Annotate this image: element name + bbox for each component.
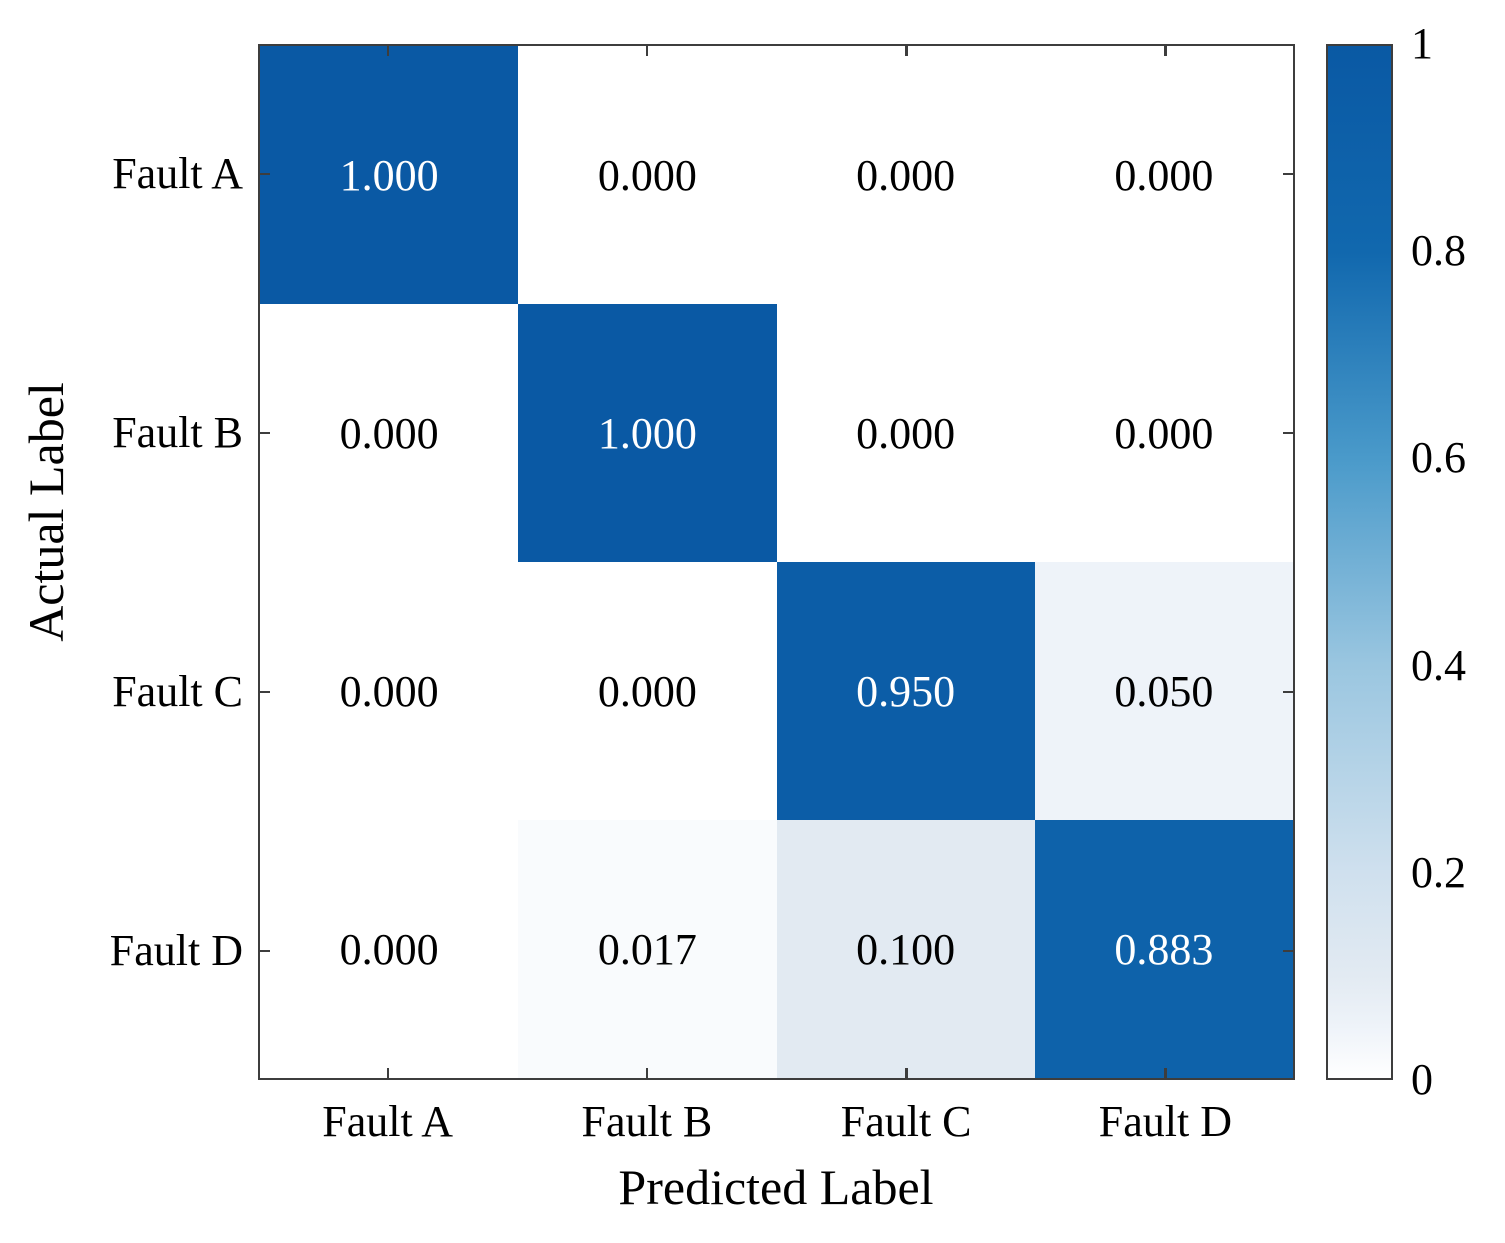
matrix-cell-r0c2: 0.000 — [776, 46, 1035, 304]
cell-value: 0.000 — [339, 924, 439, 974]
y-tick-label-1: Fault B — [112, 407, 243, 457]
colorbar-tick-label-2: 0.4 — [1411, 640, 1466, 690]
cell-value: 0.017 — [597, 924, 697, 974]
y-tick-label-0: Fault A — [112, 148, 243, 198]
matrix-cell-r2c2: 0.950 — [776, 562, 1035, 820]
cell-value: 0.000 — [339, 408, 439, 458]
x-tick-label-2: Fault C — [840, 1097, 972, 1146]
tick-mark — [645, 44, 649, 56]
x-tick-label-0: Fault A — [322, 1097, 454, 1146]
tick-mark — [258, 949, 270, 952]
colorbar-tick-label-3: 0.6 — [1411, 433, 1466, 483]
heatmap-axes: 1.000 0.000 0.000 0.000 0.000 1.000 0.000 0.000… — [258, 44, 1295, 1080]
matrix-cell-r2c3: 0.050 — [1034, 562, 1293, 820]
tick-mark — [1283, 172, 1295, 175]
cell-value: 0.883 — [1114, 924, 1214, 974]
cell-value: 0.000 — [856, 150, 956, 200]
tick-mark — [386, 44, 390, 56]
cell-value: 1.000 — [339, 150, 439, 200]
cell-value: 0.000 — [597, 150, 697, 200]
cell-value: 0.000 — [1114, 150, 1214, 200]
colorbar-tick-label-0: 0 — [1411, 1055, 1433, 1104]
tick-mark — [1283, 431, 1295, 434]
matrix-cell-r1c0: 0.000 — [260, 304, 519, 562]
tick-mark — [258, 172, 270, 175]
cell-value: 0.050 — [1114, 666, 1214, 716]
tick-mark — [1164, 44, 1167, 56]
tick-mark — [1283, 949, 1295, 952]
colorbar-tick-label-5: 1 — [1411, 19, 1433, 68]
y-tick-label-3: Fault D — [109, 925, 243, 975]
matrix-cell-r1c2: 0.000 — [776, 304, 1035, 562]
y-tick-label-2: Fault C — [112, 666, 243, 716]
x-tick-label-3: Fault D — [1098, 1097, 1232, 1146]
tick-mark — [258, 431, 270, 434]
colorbar-tick-label-1: 0.2 — [1411, 847, 1466, 897]
cell-value: 0.100 — [856, 924, 956, 974]
matrix-cell-r3c3: 0.883 — [1034, 820, 1293, 1078]
tick-mark — [645, 1068, 649, 1080]
tick-mark — [386, 1068, 390, 1080]
tick-mark — [905, 44, 908, 56]
cell-value: 0.000 — [597, 666, 697, 716]
matrix-cell-r1c1: 1.000 — [518, 304, 777, 562]
y-axis-title: Actual Label — [18, 382, 74, 642]
cell-value: 0.000 — [856, 408, 956, 458]
colorbar — [1326, 44, 1393, 1080]
matrix-cell-r3c0: 0.000 — [260, 820, 519, 1078]
cell-value: 0.000 — [339, 666, 439, 716]
matrix-cell-r3c2: 0.100 — [776, 820, 1035, 1078]
matrix-cell-r2c0: 0.000 — [260, 562, 519, 820]
tick-mark — [258, 690, 270, 693]
cell-value: 0.950 — [856, 666, 956, 716]
x-tick-label-1: Fault B — [581, 1097, 713, 1146]
tick-mark — [1283, 690, 1295, 693]
matrix-cell-r0c0: 1.000 — [260, 46, 519, 304]
x-axis-title: Predicted Label — [618, 1159, 934, 1215]
tick-mark — [1164, 1068, 1167, 1080]
colorbar-tick-label-4: 0.8 — [1411, 226, 1466, 276]
cell-value: 0.000 — [1114, 408, 1214, 458]
matrix-cell-r0c3: 0.000 — [1034, 46, 1293, 304]
matrix-cell-r3c1: 0.017 — [518, 820, 777, 1078]
matrix-cell-r0c1: 0.000 — [518, 46, 777, 304]
tick-mark — [905, 1068, 908, 1080]
matrix-cell-r1c3: 0.000 — [1034, 304, 1293, 562]
cell-value: 1.000 — [597, 408, 697, 458]
matrix-cell-r2c1: 0.000 — [518, 562, 777, 820]
